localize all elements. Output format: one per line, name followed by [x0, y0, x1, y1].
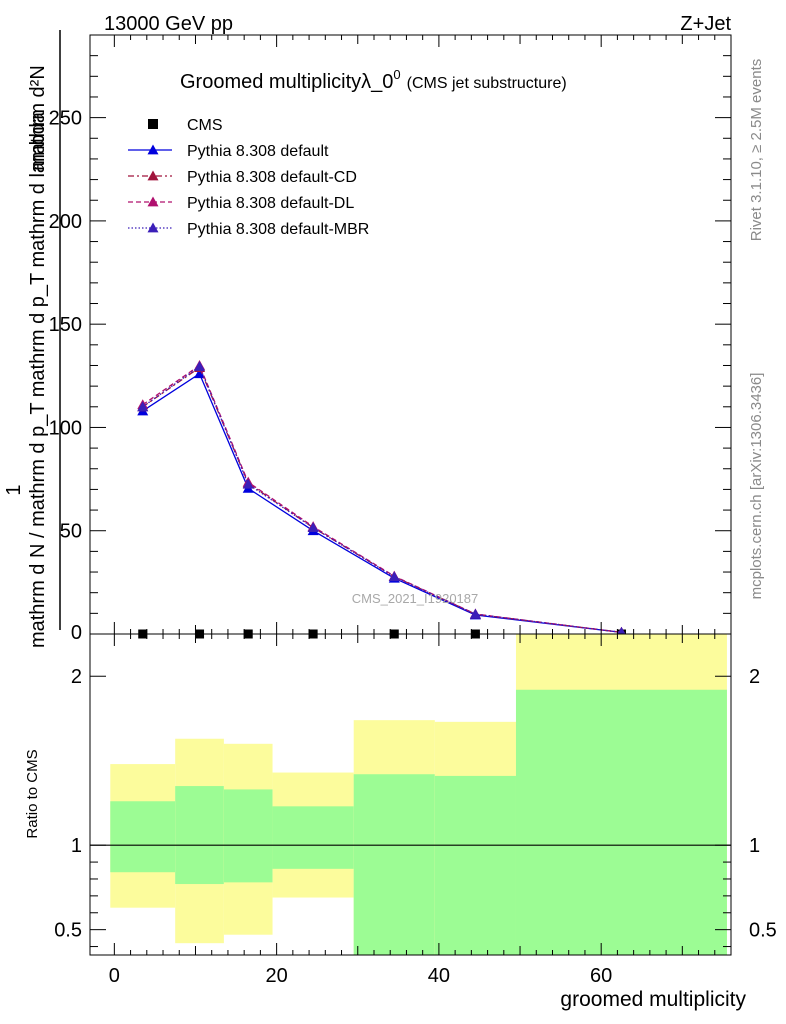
legend-item: Pythia 8.308 default-DL: [128, 195, 354, 212]
ratio-ylabel: Ratio to CMS: [24, 749, 41, 838]
series-marker: [388, 571, 400, 582]
xtick-label: 60: [590, 965, 612, 987]
ratio-ytick-label-right: 1: [749, 835, 760, 857]
main-ytick-label: 150: [49, 314, 82, 336]
xtick-label: 20: [265, 965, 287, 987]
ratio-band-inner: [110, 801, 176, 873]
legend-marker-triangle: [147, 196, 159, 207]
main-ylabel-prefix: 1: [3, 484, 25, 495]
legend-item: Pythia 8.308 default: [128, 143, 329, 160]
legend-label: Pythia 8.308 default-MBR: [187, 221, 369, 238]
rivet-version-label: Rivet 3.1.10, ≥ 2.5M events: [748, 59, 765, 242]
ratio-ytick-label: 2: [71, 666, 82, 688]
legend-item: CMS: [148, 117, 223, 134]
legend-label: Pythia 8.308 default-DL: [187, 195, 354, 212]
legend-label: Pythia 8.308 default-CD: [187, 169, 357, 186]
legend-marker-triangle: [147, 222, 159, 233]
ratio-ytick-label: 0.5: [54, 920, 82, 942]
legend-marker-square: [148, 119, 158, 129]
xtick-label: 40: [428, 965, 450, 987]
ratio-band-inner: [353, 774, 435, 955]
main-ytick-label: 250: [49, 108, 82, 130]
ratio-panel: 0.5 0.51 12 20 20 40 60: [54, 633, 777, 987]
main-ytick-label: 200: [49, 211, 82, 233]
plot-title-sup: 0: [393, 67, 400, 82]
plot-title: Groomed multiplicityλ_00 (CMS jet substru…: [180, 67, 567, 93]
process-label: Z+Jet: [680, 13, 731, 35]
plot-title-main: Groomed multiplicityλ_0: [180, 71, 393, 93]
ratio-panel-frame: [89, 633, 732, 956]
legend-item: Pythia 8.308 default-CD: [128, 169, 357, 186]
legend: CMS Pythia 8.308 default Pythia 8.308 defa…: [128, 117, 369, 238]
series-marker: [307, 522, 319, 533]
series-marker: [194, 361, 206, 371]
ratio-band-inner: [272, 806, 354, 869]
xtick-label: 0: [109, 965, 120, 987]
main-ylabel-numerator: mathrm d²N: [27, 65, 49, 171]
main-ylabel-denominator: mathrm d N / mathrm d p_T mathrm d p_T m…: [27, 111, 49, 648]
legend-marker-triangle: [147, 144, 159, 155]
ratio-band-inner: [223, 789, 273, 883]
legend-item: Pythia 8.308 default-MBR: [128, 221, 369, 238]
ratio-band-inner: [515, 689, 727, 955]
ratio-band-inner: [175, 786, 224, 885]
legend-label: Pythia 8.308 default: [187, 143, 329, 160]
ratio-ytick-label-right: 0.5: [749, 920, 777, 942]
series-marker: [469, 608, 481, 619]
plot-title-suffix: (CMS jet substructure): [407, 75, 567, 92]
series-marker: [194, 368, 206, 379]
series-marker: [242, 478, 254, 489]
analysis-watermark: CMS_2021_I1920187: [352, 591, 479, 606]
energy-label: 13000 GeV pp: [104, 13, 233, 35]
main-panel: 50 100 150 200 250 0: [49, 34, 732, 644]
main-ytick-label-zero: 0: [71, 622, 82, 644]
ratio-ytick-label: 1: [71, 835, 82, 857]
series-marker: [137, 401, 149, 412]
xaxis-label: groomed multiplicity: [560, 988, 746, 1011]
legend-label: CMS: [187, 117, 223, 134]
mcplots-label: mcplots.cern.ch [arXiv:1306.3436]: [748, 373, 765, 600]
ratio-ytick-label-right: 2: [749, 666, 760, 688]
ratio-band-inner: [434, 775, 516, 955]
main-ytick-label: 100: [49, 417, 82, 439]
main-ylabel: 1 mathrm d²N mathrm d N / mathrm d p_T m…: [3, 30, 61, 648]
legend-marker-triangle: [147, 170, 159, 181]
main-ytick-label: 50: [60, 521, 82, 543]
